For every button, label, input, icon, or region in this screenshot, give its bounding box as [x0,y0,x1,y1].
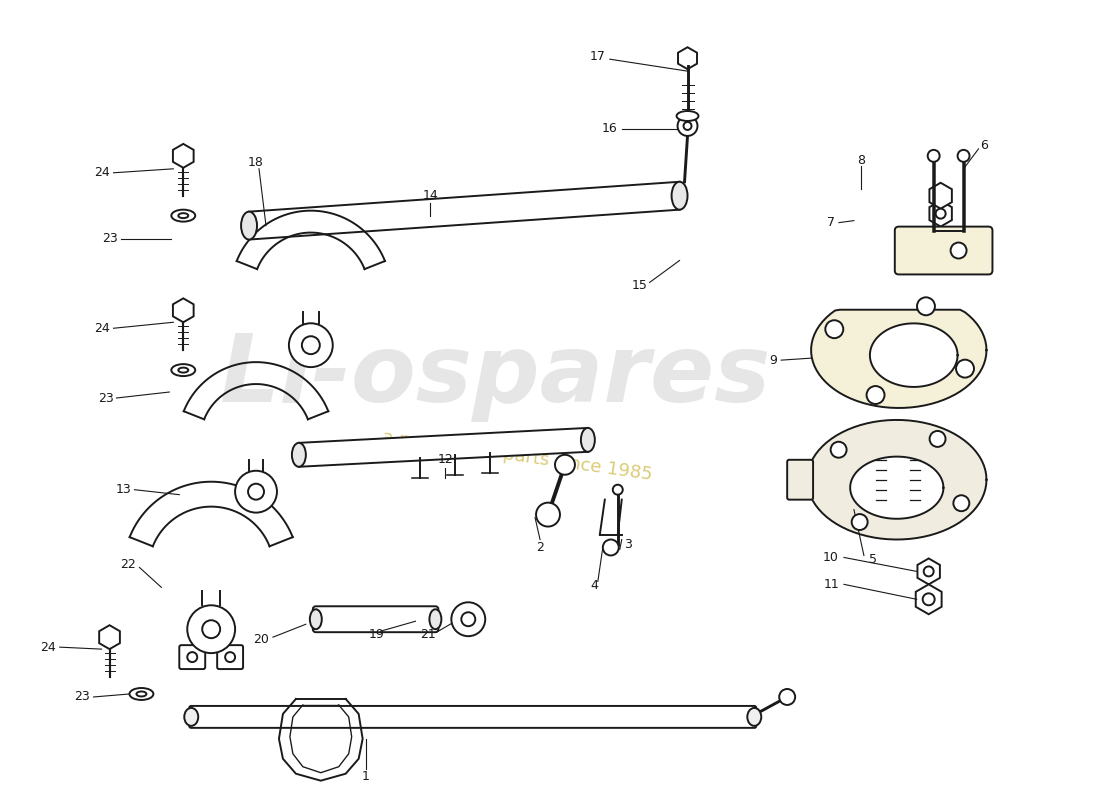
Text: 4: 4 [590,579,597,592]
Text: 24: 24 [94,166,110,179]
Circle shape [536,502,560,526]
Circle shape [202,620,220,638]
Text: 10: 10 [823,551,839,564]
Text: 23: 23 [98,391,113,405]
FancyBboxPatch shape [179,645,206,669]
Text: 21: 21 [419,628,436,641]
Text: 8: 8 [857,154,865,167]
Polygon shape [850,457,944,518]
Ellipse shape [310,610,322,630]
Circle shape [830,442,847,458]
Circle shape [927,150,939,162]
Circle shape [249,484,264,500]
Polygon shape [870,323,958,387]
Circle shape [289,323,333,367]
Ellipse shape [292,443,306,466]
Circle shape [917,298,935,315]
Ellipse shape [136,691,146,697]
Text: 18: 18 [249,156,264,170]
Circle shape [683,122,692,130]
Polygon shape [249,182,680,239]
Text: 12: 12 [438,454,453,466]
Text: 14: 14 [422,190,438,202]
Ellipse shape [676,111,698,121]
Ellipse shape [172,364,195,376]
Ellipse shape [672,182,688,210]
Circle shape [825,320,844,338]
FancyBboxPatch shape [788,460,813,500]
Circle shape [923,594,935,606]
Circle shape [187,652,197,662]
FancyBboxPatch shape [217,645,243,669]
Polygon shape [807,420,987,539]
Polygon shape [811,310,987,408]
Circle shape [187,606,235,653]
Circle shape [678,116,697,136]
Ellipse shape [178,213,188,218]
FancyBboxPatch shape [312,606,439,632]
Text: 6: 6 [980,139,989,152]
Ellipse shape [178,368,188,373]
Ellipse shape [747,708,761,726]
Circle shape [867,386,884,404]
Text: 23: 23 [102,232,118,245]
Text: 3: 3 [624,538,631,551]
Circle shape [924,566,934,576]
Circle shape [226,652,235,662]
Circle shape [954,495,969,511]
Circle shape [936,209,946,218]
Polygon shape [299,428,587,466]
Ellipse shape [172,210,195,222]
Text: 16: 16 [602,122,618,135]
Ellipse shape [130,688,153,700]
Text: a passion for parts since 1985: a passion for parts since 1985 [381,428,653,484]
Ellipse shape [613,485,623,494]
Circle shape [603,539,619,555]
Circle shape [235,470,277,513]
Ellipse shape [581,428,595,452]
Text: 24: 24 [40,641,56,654]
Text: 22: 22 [120,558,135,571]
Text: 1: 1 [362,770,370,783]
Text: 17: 17 [590,50,606,62]
Text: 19: 19 [368,628,385,641]
Circle shape [556,455,575,474]
Circle shape [956,360,974,378]
Text: Li-ospares: Li-ospares [220,330,771,422]
Circle shape [851,514,868,530]
FancyBboxPatch shape [894,226,992,274]
Circle shape [930,431,946,447]
Text: 20: 20 [253,633,270,646]
Text: 15: 15 [631,279,648,292]
Ellipse shape [429,610,441,630]
Text: 24: 24 [94,322,110,334]
Text: 13: 13 [116,483,132,496]
Text: 7: 7 [827,216,835,229]
Ellipse shape [241,212,257,239]
Ellipse shape [185,708,198,726]
Circle shape [950,242,967,258]
Circle shape [461,612,475,626]
Circle shape [958,150,969,162]
Circle shape [451,602,485,636]
Ellipse shape [779,689,795,705]
Text: 23: 23 [74,690,89,703]
Text: 11: 11 [823,578,839,591]
Text: 5: 5 [869,553,877,566]
FancyBboxPatch shape [189,706,757,728]
Circle shape [301,336,320,354]
Text: 2: 2 [536,541,544,554]
Text: 9: 9 [769,354,778,366]
